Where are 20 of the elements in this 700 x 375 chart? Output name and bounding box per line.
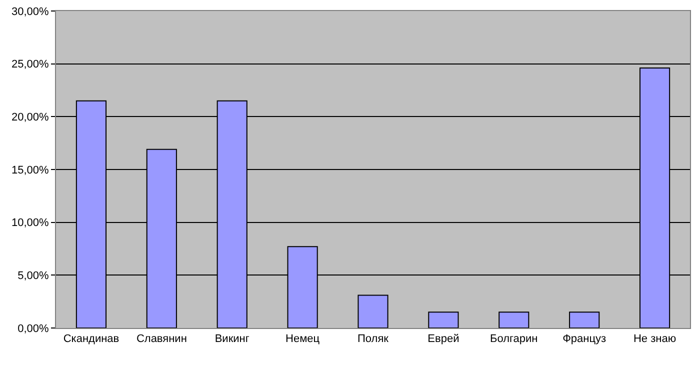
x-tick-label: Скандинав [63, 333, 120, 346]
bar [498, 312, 530, 328]
x-tick-label: Француз [562, 333, 606, 346]
bar [358, 294, 388, 328]
bar [569, 312, 600, 328]
y-tick-label: 10,00% [11, 217, 50, 230]
y-tick-label: 0,00% [18, 322, 50, 335]
x-tick-label: Еврей [428, 333, 460, 346]
x-tick-label: Викинг [214, 333, 250, 346]
x-tick-label: Поляк [358, 333, 389, 346]
x-tick-label: Не знаю [633, 333, 676, 346]
y-tick-label: 15,00% [11, 164, 50, 176]
x-tick-label: Немец [286, 333, 320, 346]
y-tick-label: 5,00% [18, 270, 50, 282]
x-tick-label: Славянин [136, 333, 187, 346]
y-tick-label: 25,00% [11, 58, 50, 71]
y-tick-label: 30,00% [11, 6, 50, 18]
bar [428, 312, 459, 328]
y-tick-label: 20,00% [11, 112, 50, 124]
x-tick-label: Болгарин [490, 333, 538, 346]
